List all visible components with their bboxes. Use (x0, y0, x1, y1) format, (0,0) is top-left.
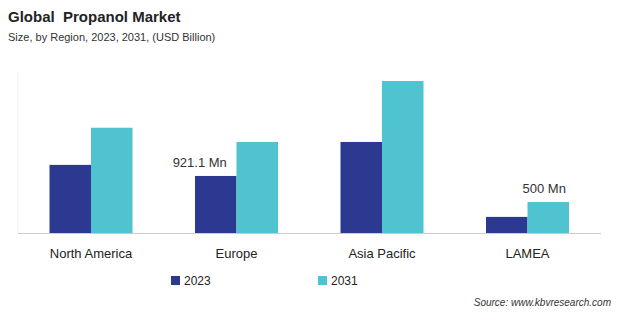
title: Global Propanol Market (8, 8, 181, 25)
legend-swatch (171, 276, 180, 285)
y-axis-line (18, 72, 19, 233)
source: Source: www.kbvresearch.com (474, 297, 611, 308)
x-tick-label: North America (50, 246, 133, 261)
legend-label: 2023 (184, 274, 211, 288)
chart: Global Propanol Market Size, by Region, 2… (0, 0, 619, 322)
x-tick-label: LAMEA (505, 246, 549, 261)
bar (237, 142, 279, 233)
legend-label: 2031 (331, 274, 358, 288)
bar (528, 202, 570, 233)
x-axis-line (18, 233, 601, 234)
bar (91, 128, 133, 233)
bar (382, 81, 424, 233)
bar (195, 176, 237, 233)
data-label: 921.1 Mn (173, 155, 227, 170)
bar (486, 217, 528, 233)
x-tick-label: Asia Pacific (348, 246, 416, 261)
data-labels: 921.1 Mn 500 Mn (173, 155, 566, 196)
bar (50, 165, 92, 233)
legend-swatch (318, 276, 327, 285)
subtitle: Size, by Region, 2023, 2031, (USD Billio… (8, 31, 215, 43)
x-tick-label: Europe (216, 246, 258, 261)
bar (341, 142, 383, 233)
data-label: 500 Mn (523, 181, 566, 196)
bars (50, 81, 570, 233)
